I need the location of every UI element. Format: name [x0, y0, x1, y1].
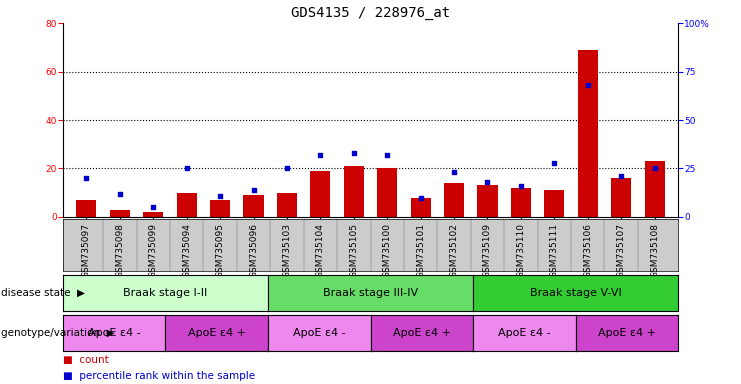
Bar [611, 178, 631, 217]
Text: GSM735109: GSM735109 [483, 223, 492, 278]
Text: GSM735102: GSM735102 [450, 223, 459, 278]
Point [415, 195, 427, 201]
Bar [411, 198, 431, 217]
Text: GSM735101: GSM735101 [416, 223, 425, 278]
Text: GSM735095: GSM735095 [216, 223, 225, 278]
Text: ApoE ε4 -: ApoE ε4 - [498, 328, 551, 338]
Point [81, 175, 93, 181]
Bar [310, 171, 330, 217]
Text: GSM735100: GSM735100 [382, 223, 392, 278]
Text: GDS4135 / 228976_at: GDS4135 / 228976_at [291, 6, 450, 20]
Text: GSM735104: GSM735104 [316, 223, 325, 278]
Text: disease state  ▶: disease state ▶ [1, 288, 85, 298]
Point [114, 190, 126, 197]
Bar [244, 195, 264, 217]
Text: ApoE ε4 +: ApoE ε4 + [598, 328, 656, 338]
Point [448, 169, 460, 175]
Point [548, 160, 560, 166]
Text: GSM735096: GSM735096 [249, 223, 258, 278]
Text: GSM735099: GSM735099 [149, 223, 158, 278]
Point [281, 166, 293, 172]
Bar [511, 188, 531, 217]
Point [648, 166, 660, 172]
Text: GSM735111: GSM735111 [550, 223, 559, 278]
Text: ApoE ε4 -: ApoE ε4 - [293, 328, 345, 338]
Point [582, 82, 594, 88]
Text: GSM735105: GSM735105 [349, 223, 359, 278]
Text: ■  count: ■ count [63, 355, 109, 365]
Bar [277, 193, 297, 217]
Bar [545, 190, 565, 217]
Text: ■  percentile rank within the sample: ■ percentile rank within the sample [63, 371, 255, 381]
Text: GSM735107: GSM735107 [617, 223, 625, 278]
Point [515, 183, 527, 189]
Text: GSM735106: GSM735106 [583, 223, 592, 278]
Point [214, 192, 226, 199]
Bar [377, 169, 397, 217]
Point [247, 187, 259, 193]
Text: ApoE ε4 +: ApoE ε4 + [187, 328, 246, 338]
Text: GSM735110: GSM735110 [516, 223, 525, 278]
Text: ApoE ε4 +: ApoE ε4 + [393, 328, 451, 338]
Point [314, 152, 326, 158]
Point [147, 204, 159, 210]
Point [482, 179, 494, 185]
Text: GSM735094: GSM735094 [182, 223, 191, 278]
Point [615, 173, 627, 179]
Text: genotype/variation  ▶: genotype/variation ▶ [1, 328, 115, 338]
Point [181, 166, 193, 172]
Text: GSM735103: GSM735103 [282, 223, 291, 278]
Bar [76, 200, 96, 217]
Text: GSM735097: GSM735097 [82, 223, 91, 278]
Text: Braak stage III-IV: Braak stage III-IV [323, 288, 418, 298]
Bar [344, 166, 364, 217]
Bar [477, 185, 497, 217]
Text: Braak stage I-II: Braak stage I-II [123, 288, 207, 298]
Point [348, 150, 359, 156]
Bar [444, 183, 464, 217]
Bar [110, 210, 130, 217]
Text: ApoE ε4 -: ApoE ε4 - [88, 328, 141, 338]
Bar [645, 161, 665, 217]
Text: Braak stage V-VI: Braak stage V-VI [530, 288, 622, 298]
Point [382, 152, 393, 158]
Bar [176, 193, 196, 217]
Bar [143, 212, 163, 217]
Bar [210, 200, 230, 217]
Bar [578, 50, 598, 217]
Text: GSM735108: GSM735108 [650, 223, 659, 278]
Text: GSM735098: GSM735098 [116, 223, 124, 278]
